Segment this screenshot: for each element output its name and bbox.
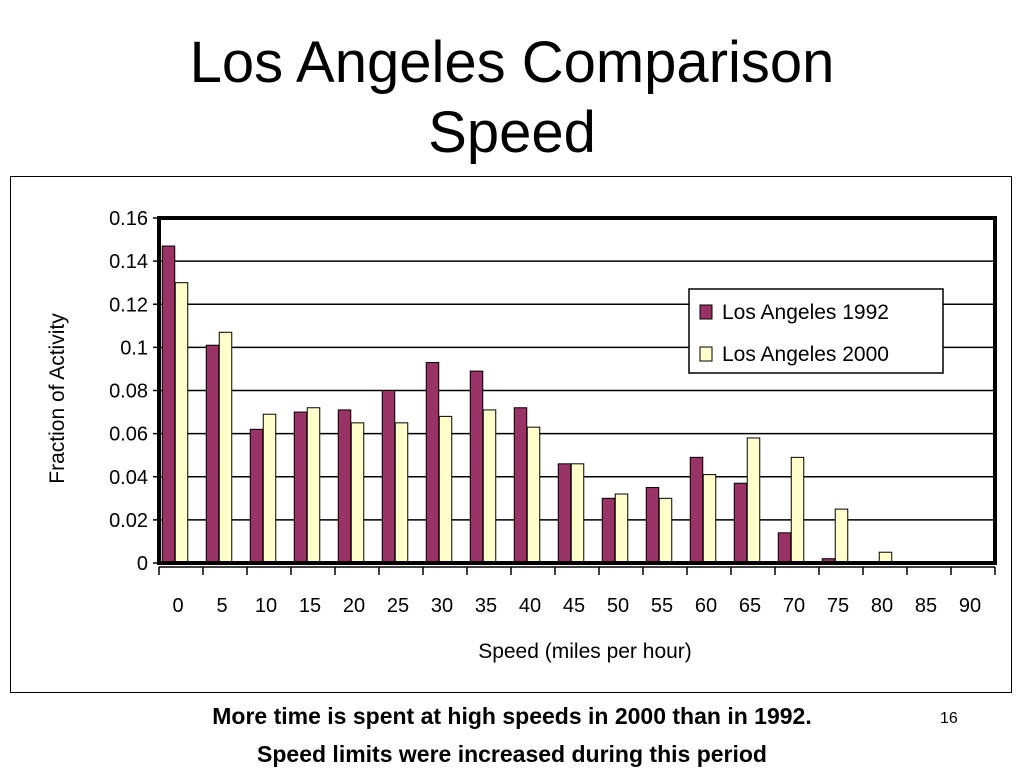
- y-tick-label: 0.1: [120, 337, 148, 359]
- x-tick-label: 60: [695, 595, 717, 617]
- caption-line-1: More time is spent at high speeds in 200…: [212, 703, 812, 729]
- y-tick-label: 0.04: [109, 467, 148, 489]
- bar-2000: [262, 413, 277, 564]
- x-tick-label: 25: [387, 595, 409, 617]
- chart-frame: 0 0.02 0.04 0.06 0.08 0.1 0.12 0.14 0.16 0 5 10 15 20…: [10, 176, 1012, 693]
- x-tick-label: 70: [783, 595, 805, 617]
- bar-2000: [174, 282, 189, 564]
- x-tick-label: 0: [172, 595, 183, 617]
- speed-bar-chart: 0 0.02 0.04 0.06 0.08 0.1 0.12 0.14 0.16 0 5 10 15 20…: [46, 208, 997, 663]
- y-tick-label: 0.06: [109, 424, 148, 446]
- x-tick-label: 15: [299, 595, 321, 617]
- bar-2000: [570, 463, 585, 564]
- bar-2000: [482, 409, 497, 564]
- bar-1992: [293, 411, 308, 564]
- x-tick-label: 80: [871, 595, 893, 617]
- bar-1992: [689, 456, 704, 564]
- legend-swatch: [699, 346, 713, 362]
- bar-1992: [381, 390, 396, 564]
- x-tick-label: 65: [739, 595, 761, 617]
- y-tick-label: 0.12: [109, 294, 148, 316]
- bar-2000: [218, 331, 233, 564]
- bar-2000: [658, 497, 673, 564]
- slide-number: 16: [940, 710, 958, 727]
- bar-1992: [249, 428, 264, 564]
- bar-2000: [614, 493, 629, 564]
- x-tick-label: 90: [959, 595, 981, 617]
- bar-1992: [469, 370, 484, 564]
- bar-1992: [733, 482, 748, 564]
- bar-2000: [702, 474, 717, 564]
- bar-1992: [601, 497, 616, 564]
- bar-1992: [513, 407, 528, 564]
- bar-2000: [526, 426, 541, 564]
- x-tick-label: 45: [563, 595, 585, 617]
- title-line-1: Los Angeles Comparison: [189, 30, 835, 95]
- bar-1992: [777, 532, 792, 564]
- y-axis-label: Fraction of Activity: [46, 313, 69, 484]
- bar-2000: [790, 456, 805, 564]
- bar-1992: [205, 344, 220, 564]
- bar-2000: [350, 422, 365, 564]
- legend-swatch: [699, 304, 713, 320]
- x-tick-label: 85: [915, 595, 937, 617]
- y-tick-label: 0.08: [109, 381, 148, 403]
- bar-1992: [645, 487, 660, 564]
- bar-1992: [557, 463, 572, 564]
- legend-box: [688, 288, 944, 374]
- x-tick-label: 50: [607, 595, 629, 617]
- y-tick-label: 0.16: [109, 208, 148, 230]
- bar-2000: [306, 407, 321, 564]
- caption-line-2: Speed limits were increased during this …: [257, 741, 767, 767]
- x-tick-label: 10: [255, 595, 277, 617]
- legend-label: Los Angeles 2000: [722, 343, 889, 366]
- bar-1992: [425, 361, 440, 564]
- plot-area-border: [157, 216, 997, 565]
- bar-2000: [438, 415, 453, 564]
- x-tick-label: 75: [827, 595, 849, 617]
- bar-1992: [337, 409, 352, 564]
- slide-title: Los Angeles Comparison Speed: [0, 28, 1024, 168]
- x-tick-label: 40: [519, 595, 541, 617]
- x-tick-label: 55: [651, 595, 673, 617]
- bar-2000: [394, 422, 409, 564]
- title-line-2: Speed: [428, 100, 596, 165]
- x-tick-label: 30: [431, 595, 453, 617]
- y-tick-label: 0.02: [109, 510, 148, 532]
- bar-2000: [746, 437, 761, 564]
- legend-label: Los Angeles 1992: [722, 301, 889, 324]
- bar-2000: [834, 508, 849, 564]
- bar-1992: [161, 245, 176, 564]
- y-tick-label: 0: [137, 553, 148, 575]
- y-tick-label: 0.14: [109, 251, 148, 273]
- x-axis-label: Speed (miles per hour): [478, 640, 692, 663]
- x-tick-label: 35: [475, 595, 497, 617]
- x-tick-label: 5: [216, 595, 227, 617]
- x-tick-label: 20: [343, 595, 365, 617]
